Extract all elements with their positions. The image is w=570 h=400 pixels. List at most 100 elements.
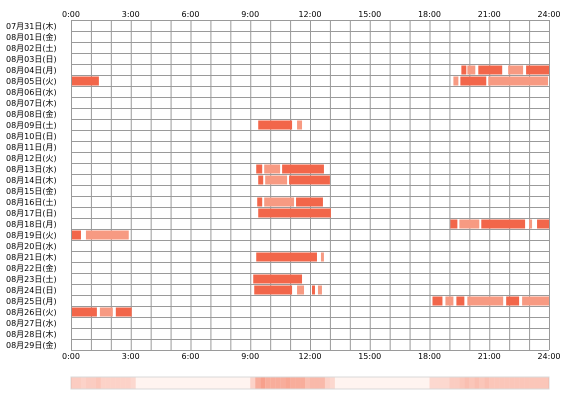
activity-bar <box>481 219 526 229</box>
summary-cell <box>280 377 286 389</box>
x-tick-top-2: 6:00 <box>182 10 200 19</box>
row-label: 08月18日(月) <box>6 220 57 229</box>
x-tick-top-5: 15:00 <box>358 10 381 19</box>
summary-cell <box>250 377 256 389</box>
summary-cell <box>260 377 266 389</box>
activity-bar <box>478 65 503 75</box>
summary-cell <box>329 377 335 389</box>
summary-cell <box>310 377 315 389</box>
row-labels: 07月31日(木)08月01日(金)08月02日(土) 08月03日(日) 08月0… <box>6 21 57 350</box>
row-label: 08月24日(日) <box>6 286 57 295</box>
activity-bar <box>506 296 520 306</box>
summary-cell <box>489 377 495 389</box>
row-label: 08月21日(木) <box>6 252 57 262</box>
x-tick-top-1: 3:00 <box>122 10 140 19</box>
summary-strip <box>70 376 550 390</box>
activity-bar <box>317 285 322 295</box>
summary-cell <box>85 377 91 389</box>
activity-bar <box>254 285 293 295</box>
summary-cell <box>519 377 525 389</box>
row-label: 08月25日(月) <box>6 297 57 306</box>
summary-cell <box>464 377 470 389</box>
summary-cell <box>75 377 81 389</box>
summary-cell <box>265 377 271 389</box>
activity-bar <box>85 230 129 240</box>
activity-bar <box>71 307 97 317</box>
activity-bar <box>453 76 459 86</box>
row-label: 08月29日(金) <box>6 340 57 350</box>
summary-cell <box>449 377 455 389</box>
row-label: 07月31日(木) <box>6 21 57 31</box>
row-label: 08月22日(金) <box>6 263 57 273</box>
activity-bar <box>264 197 295 207</box>
activity-bar <box>488 76 549 86</box>
row-label: 08月05日(火) <box>6 77 57 86</box>
summary-cell <box>255 377 261 389</box>
row-label: 08月11日(月) <box>6 143 57 152</box>
summary-cell <box>474 377 480 389</box>
activity-bar <box>253 274 303 284</box>
x-tick-bottom-8: 24:00 <box>537 352 560 361</box>
summary-cell <box>484 377 490 389</box>
x-tick-top-8: 24:00 <box>537 10 560 19</box>
activity-bar <box>432 296 443 306</box>
summary-cell <box>100 377 106 389</box>
activity-bar <box>459 219 480 229</box>
activity-bars <box>71 65 549 317</box>
summary-cell <box>494 377 500 389</box>
row-label: 08月02日(土) <box>6 43 57 53</box>
x-tick-top-0: 0:00 <box>62 10 80 19</box>
row-label: 08月06日(水) <box>6 87 57 97</box>
summary-cell <box>90 377 96 389</box>
row-label: 08月12日(火) <box>6 154 57 163</box>
x-axis-bottom: 0:00 3:00 6:00 9:00 12:00 15:00 18:00 21:00 24:0… <box>62 352 561 361</box>
summary-cell <box>270 377 276 389</box>
x-tick-top-6: 18:00 <box>418 10 441 19</box>
row-label: 08月19日(火) <box>6 231 57 240</box>
x-tick-bottom-1: 3:00 <box>122 352 140 361</box>
summary-cell <box>454 377 460 389</box>
row-label: 08月15日(金) <box>6 186 57 196</box>
activity-bar <box>258 208 331 218</box>
row-label: 08月03日(日) <box>6 55 57 64</box>
activity-bar <box>258 120 293 130</box>
activity-bar <box>99 307 113 317</box>
summary-cell <box>539 377 545 389</box>
summary-cell <box>434 377 440 389</box>
summary-cell <box>305 377 310 389</box>
row-label: 08月08日(金) <box>6 109 57 119</box>
activity-bar <box>289 175 330 185</box>
summary-cell <box>300 377 306 389</box>
row-label: 08月17日(日) <box>6 209 57 218</box>
summary-cell <box>529 377 535 389</box>
x-tick-bottom-7: 21:00 <box>478 352 501 361</box>
summary-cell <box>509 377 515 389</box>
summary-cell <box>444 377 450 389</box>
row-label: 08月26日(火) <box>6 308 57 317</box>
summary-cell <box>71 377 76 389</box>
summary-cell <box>275 377 281 389</box>
activity-bar <box>297 120 303 130</box>
summary-cell <box>314 377 320 389</box>
summary-cell <box>514 377 520 389</box>
x-tick-bottom-3: 9:00 <box>241 352 259 361</box>
summary-cell <box>105 377 111 389</box>
row-label: 08月10日(日) <box>6 132 57 141</box>
activity-bar <box>320 252 324 262</box>
row-label: 08月09日(土) <box>6 120 57 130</box>
summary-cell <box>290 377 296 389</box>
activity-bar <box>522 296 549 306</box>
summary-cell <box>130 377 136 389</box>
activity-bar <box>445 296 454 306</box>
grid <box>71 20 550 351</box>
summary-cell <box>115 377 121 389</box>
summary-cell <box>319 377 325 389</box>
row-label: 08月07日(木) <box>6 98 57 108</box>
activity-bar <box>450 219 458 229</box>
row-label: 08月13日(水) <box>6 164 57 174</box>
activity-bar <box>467 65 476 75</box>
summary-cell <box>295 377 301 389</box>
activity-bar <box>71 76 99 86</box>
summary-cell <box>110 377 116 389</box>
